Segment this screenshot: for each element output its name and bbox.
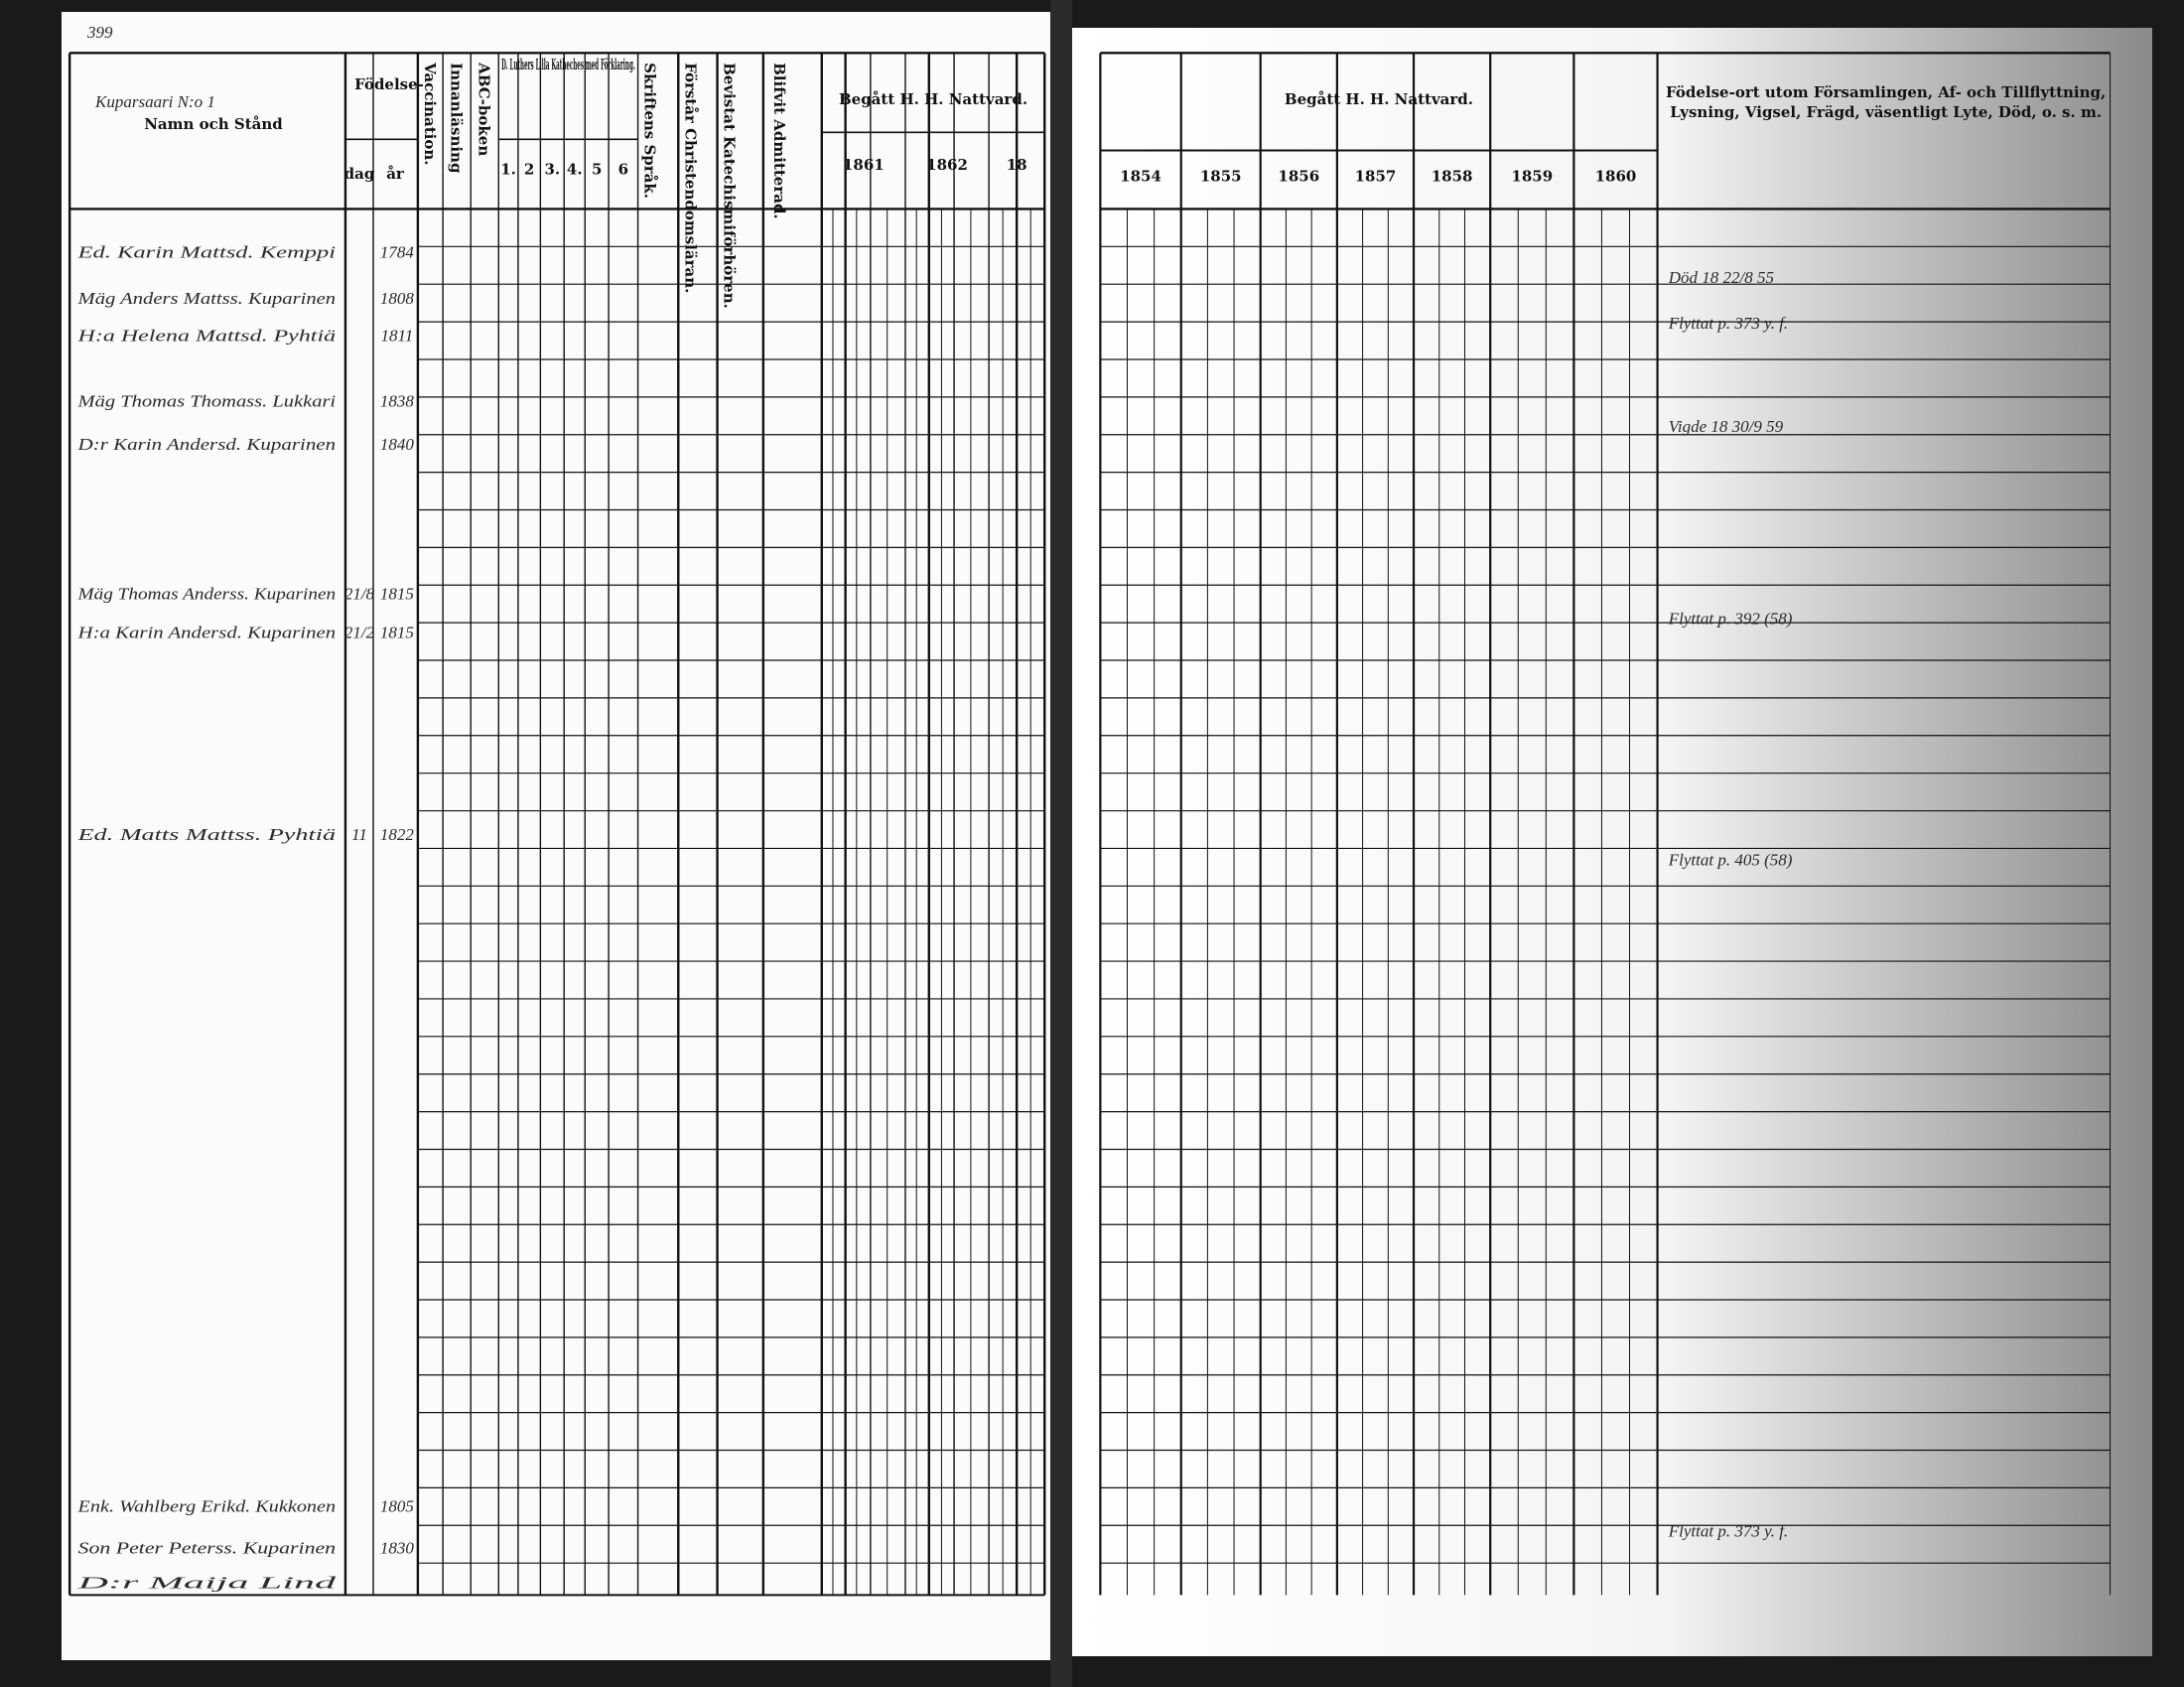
examinations-header: Bevistat Katechismiförhören. xyxy=(721,63,739,309)
gutter xyxy=(1050,0,1072,1687)
entry-year: 1808 xyxy=(380,289,415,308)
entry-year: 1811 xyxy=(380,327,413,346)
communion-header: Begått H. H. Nattvard. xyxy=(839,90,1027,108)
abc-header: ABC-boken xyxy=(476,62,493,156)
catechism-part: 4. xyxy=(567,160,583,178)
entry-day: 21/2 xyxy=(344,624,375,642)
remark: Flyttat p. 373 y. f. xyxy=(1668,1522,1788,1541)
doctrine-header: Förstår Christendomsläran. xyxy=(681,63,699,293)
entry-name: D:r Maija Lind xyxy=(75,1573,337,1592)
entry-name: Ed. Matts Mattss. Pyhtiä xyxy=(76,825,336,844)
catechism-text: D. Luthers Lilla Katheches med Förklarin… xyxy=(501,56,635,73)
entry-year: 1822 xyxy=(380,825,415,844)
right-year: 1856 xyxy=(1278,167,1319,185)
right-year: 1859 xyxy=(1511,167,1553,185)
right-year: 1855 xyxy=(1200,167,1242,185)
name-header: Namn och Stånd xyxy=(144,115,283,133)
right-year: 1858 xyxy=(1432,167,1473,185)
entry-name: Mäg Anders Mattss. Kuparinen xyxy=(76,289,336,308)
catechism-part: 5 xyxy=(592,160,602,178)
page-number: 399 xyxy=(86,23,113,42)
entry-year: 1784 xyxy=(380,243,415,262)
right-year: 1860 xyxy=(1595,167,1637,185)
right-communion-header: Begått H. H. Nattvard. xyxy=(1285,90,1473,108)
entry-day: 11 xyxy=(351,825,367,844)
text-layer: 399 Kuparsaari N:o 1 Namn och Stånd Föde… xyxy=(75,23,2107,1592)
entry-year: 1815 xyxy=(380,624,414,642)
entry-year: 1815 xyxy=(380,584,414,603)
entry-year: 1838 xyxy=(380,392,415,411)
catechism-part: 2 xyxy=(524,160,534,178)
day-header: dag xyxy=(344,165,375,183)
right-page xyxy=(1070,28,2152,1656)
year-header: år xyxy=(386,165,405,183)
vaccination-header: Vaccination. xyxy=(421,62,439,165)
entry-year: 1830 xyxy=(380,1538,415,1557)
remark: Död 18 22/8 55 xyxy=(1668,268,1774,287)
remark: Vigde 18 30/9 59 xyxy=(1669,417,1784,436)
entry-name: D:r Karin Andersd. Kuparinen xyxy=(76,435,336,454)
communion-year: 1861 xyxy=(843,156,885,174)
scripture-header: Skriftens Språk. xyxy=(641,63,659,199)
catechism-part: 1. xyxy=(500,160,516,178)
entry-name: Enk. Wahlberg Erikd. Kukkonen xyxy=(76,1496,336,1515)
right-year: 1857 xyxy=(1355,167,1397,185)
communion-year: 1862 xyxy=(926,156,968,174)
remark: Flyttat p. 392 (58) xyxy=(1668,610,1793,629)
catechism-part: 6 xyxy=(618,160,628,178)
entry-name: Mäg Thomas Anderss. Kuparinen xyxy=(76,584,336,603)
remarks-header: Födelse-ort utom Församlingen, Af- och T… xyxy=(1666,83,2107,121)
entry-name: H:a Karin Andersd. Kuparinen xyxy=(76,624,336,642)
remarks-header-box: Födelse-ort utom Församlingen, Af- och T… xyxy=(1666,83,2107,121)
entry-year: 1840 xyxy=(380,435,415,454)
catechism-header: D. Luthers Lilla Katheches med Förklarin… xyxy=(501,56,635,73)
communion-year: 18 xyxy=(1007,156,1027,174)
right-year: 1854 xyxy=(1120,167,1161,185)
birth-header: Födelse- xyxy=(354,75,424,93)
entry-year: 1805 xyxy=(380,1496,414,1515)
entry-day: 21/8 xyxy=(344,584,375,603)
entry-name: Ed. Karin Mattsd. Kemppi xyxy=(76,243,336,262)
remark: Flyttat p. 373 y. f. xyxy=(1668,314,1788,333)
entry-name: Son Peter Peterss. Kuparinen xyxy=(78,1538,337,1557)
entry-name: H:a Helena Mattsd. Pyhtiä xyxy=(76,327,336,346)
reading-header: Innanläsning xyxy=(448,63,466,174)
admitted-header: Blifvit Admitterad. xyxy=(770,63,788,219)
house-name: Kuparsaari N:o 1 xyxy=(94,92,215,111)
ruling xyxy=(68,52,2112,1597)
entry-name: Mäg Thomas Thomass. Lukkari xyxy=(76,392,336,411)
catechism-part: 3. xyxy=(544,160,560,178)
remark: Flyttat p. 405 (58) xyxy=(1668,850,1793,869)
